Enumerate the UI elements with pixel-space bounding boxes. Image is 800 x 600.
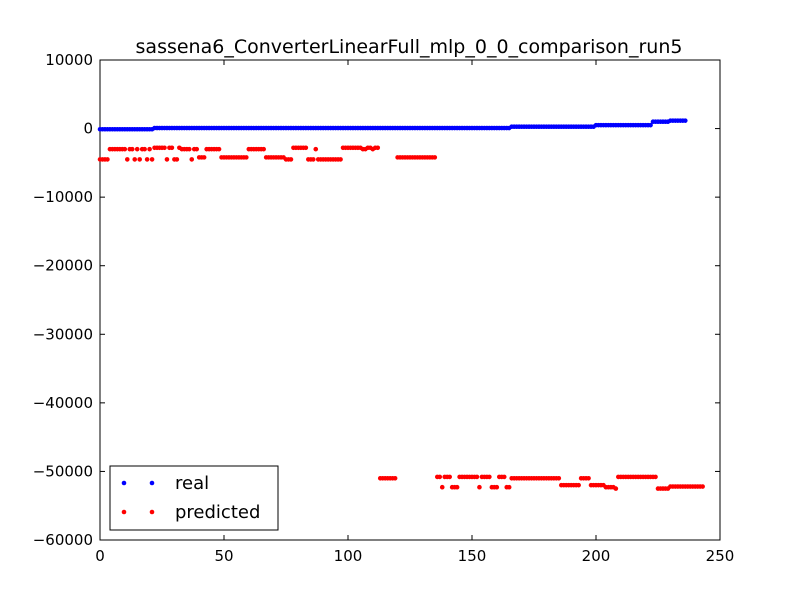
- data-point-predicted: [439, 484, 445, 490]
- data-point-predicted: [556, 475, 562, 481]
- data-point-predicted: [288, 157, 294, 162]
- data-point-predicted: [653, 474, 658, 480]
- data-point-predicted: [432, 155, 438, 160]
- data-point-predicted: [137, 157, 142, 162]
- data-point-predicted: [313, 146, 319, 152]
- y-tick-label: −20000: [33, 257, 93, 275]
- data-point-predicted: [164, 157, 170, 162]
- data-point-predicted: [149, 157, 155, 162]
- data-point-real: [682, 118, 688, 123]
- data-point-predicted: [487, 474, 492, 480]
- x-tick-label: 250: [706, 547, 735, 565]
- data-point-predicted: [134, 146, 140, 152]
- y-tick-label: −60000: [33, 531, 93, 549]
- data-point-predicted: [700, 484, 705, 489]
- x-tick-label: 200: [582, 547, 611, 565]
- data-point-predicted: [437, 474, 443, 480]
- data-point-predicted: [454, 484, 460, 490]
- data-point-predicted: [447, 474, 452, 480]
- data-point-predicted: [174, 157, 180, 162]
- data-point-predicted: [142, 146, 147, 152]
- data-point-predicted: [244, 155, 249, 160]
- data-point-predicted: [261, 146, 266, 152]
- y-tick-label: −10000: [33, 188, 93, 206]
- data-point-predicted: [501, 474, 507, 480]
- data-point-predicted: [477, 484, 482, 490]
- plot-area: 0 50 100 150 200 250 10000 0 −10000 −20000 −30000 −…: [33, 51, 735, 565]
- data-point-predicted: [506, 484, 512, 490]
- data-point-predicted: [162, 145, 167, 151]
- data-point-predicted: [144, 157, 150, 162]
- legend-marker: [121, 480, 127, 486]
- axis-ticks: 0 50 100 150 200 250 10000 0 −10000 −20000 −30000 −…: [33, 51, 735, 565]
- y-tick-label: −50000: [33, 462, 93, 480]
- data-point-predicted: [303, 145, 309, 151]
- legend-marker: [149, 480, 155, 486]
- y-tick-label: 10000: [45, 51, 93, 69]
- data-point-predicted: [216, 146, 222, 152]
- data-point-predicted: [124, 157, 130, 162]
- legend-label: predicted: [175, 502, 260, 523]
- legend-marker: [121, 509, 127, 515]
- x-tick-label: 0: [95, 547, 105, 565]
- data-point-predicted: [586, 475, 591, 481]
- data-point-predicted: [201, 155, 207, 160]
- data-point-predicted: [375, 145, 381, 151]
- data-point-predicted: [494, 484, 500, 490]
- data-point-predicted: [310, 157, 316, 162]
- data-point-real: [648, 122, 653, 128]
- legend-frame: [109, 465, 279, 531]
- data-point-predicted: [122, 146, 128, 152]
- x-tick-label: 100: [334, 547, 363, 565]
- data-point-predicted: [105, 157, 110, 162]
- data-point-predicted: [338, 157, 343, 162]
- legend-item-predicted: predicted: [121, 502, 260, 523]
- data-point-predicted: [132, 157, 138, 162]
- data-point-predicted: [392, 475, 398, 481]
- data-point-predicted: [613, 486, 619, 491]
- data-point-predicted: [474, 474, 480, 480]
- data-point-predicted: [189, 157, 195, 162]
- y-tick-label: 0: [83, 120, 93, 138]
- axes-frame: [99, 59, 721, 541]
- legend-item-real: real: [121, 473, 209, 494]
- data-point-predicted: [147, 146, 152, 152]
- data-point-predicted: [194, 146, 200, 152]
- x-tick-label: 150: [458, 547, 487, 565]
- legend-label: real: [175, 473, 209, 494]
- data-point-predicted: [576, 482, 581, 488]
- data-point-predicted: [169, 145, 175, 151]
- data-point-predicted: [186, 146, 192, 152]
- chart-title: sassena6_ConverterLinearFull_mlp_0_0_com…: [136, 36, 683, 58]
- y-tick-label: −30000: [33, 325, 93, 343]
- series-real: [97, 118, 688, 132]
- series-predicted: [97, 145, 705, 491]
- legend: real predicted: [109, 465, 279, 531]
- x-tick-label: 50: [214, 547, 233, 565]
- data-point-predicted: [129, 146, 135, 152]
- data-points: [97, 118, 705, 491]
- legend-marker: [149, 509, 155, 515]
- y-tick-label: −40000: [33, 394, 93, 412]
